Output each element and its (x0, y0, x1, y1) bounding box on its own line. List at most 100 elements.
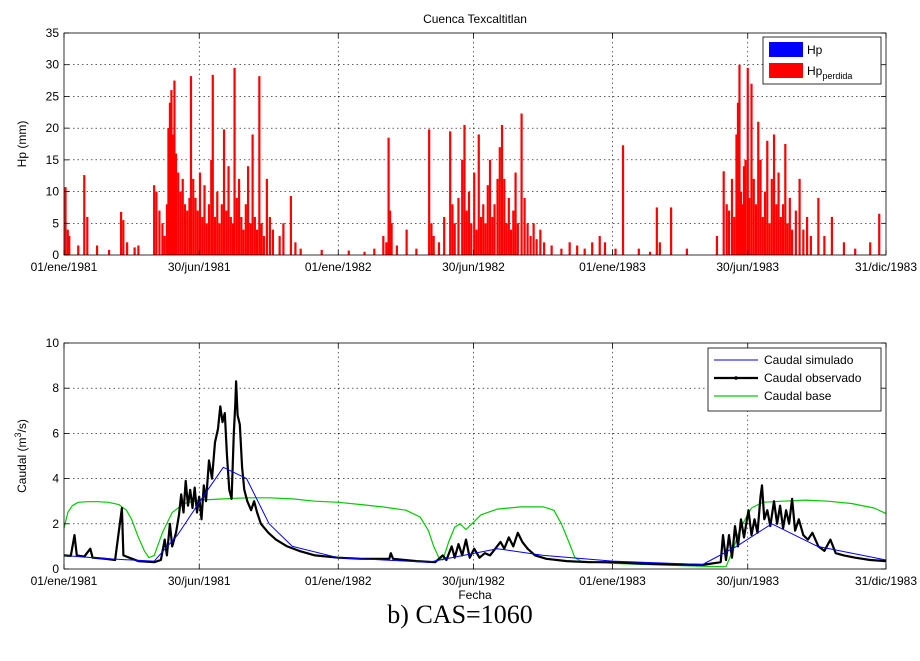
precip-bar (475, 229, 478, 255)
precip-bar (240, 216, 243, 255)
precip-bar (451, 204, 454, 255)
x-tick-label: 30/jun/1983 (716, 260, 779, 274)
precip-bar (759, 159, 762, 255)
precip-bar (781, 204, 785, 255)
precip-bar (299, 248, 302, 255)
x-tick-label: 30/jun/1982 (442, 574, 505, 588)
legend-label: Caudal simulado (764, 353, 854, 367)
precip-bar (830, 216, 834, 255)
precip-bar (64, 187, 67, 255)
precip-bar (670, 207, 673, 255)
precip-bar (823, 235, 826, 255)
x-tick-label: 01/ene/1982 (305, 574, 372, 588)
precip-bar (535, 239, 538, 255)
precip-bar (733, 216, 736, 255)
precip-bar (786, 223, 789, 255)
precip-bar (523, 197, 526, 255)
precip-bar (183, 204, 187, 255)
precip-bar (744, 159, 747, 255)
precip-bar (181, 178, 184, 255)
precip-bar (395, 245, 398, 255)
precip-bar (768, 223, 771, 255)
y-tick-label: 5 (52, 216, 59, 230)
precip-bar (637, 248, 640, 255)
precip-bar (289, 196, 293, 255)
precip-bar (68, 235, 71, 255)
x-tick-label: 01/ene/1981 (31, 574, 98, 588)
precip-bar (347, 250, 350, 255)
precip-bar (779, 216, 782, 255)
precip-bar (179, 191, 182, 255)
precip-bar (437, 242, 441, 255)
precip-bar (120, 211, 123, 255)
precip-bar (738, 64, 741, 255)
precip-bar (509, 229, 513, 255)
precip-bar (685, 248, 688, 255)
precip-bar (614, 248, 617, 255)
precip-bar (500, 124, 504, 255)
precip-bar (516, 223, 519, 255)
precip-bar (170, 90, 173, 255)
precip-bar (163, 235, 166, 255)
precip-bar (405, 229, 408, 255)
precip-bar (583, 248, 586, 255)
precip-bar (802, 229, 805, 255)
x-tick-label: 30/jun/1981 (168, 574, 231, 588)
precip-bar (539, 229, 542, 255)
caudal-base-line (63, 497, 887, 568)
precip-bar (505, 223, 508, 255)
precip-bar (560, 248, 563, 255)
x-tick-label: 30/jun/1983 (716, 574, 779, 588)
precip-bar (473, 172, 476, 255)
precip-bar (194, 197, 197, 255)
precip-bar (526, 223, 529, 255)
figure-caption: b) CAS=1060 (387, 600, 533, 629)
precip-bar (249, 223, 252, 255)
precip-bar (794, 210, 797, 255)
precip-bar (210, 159, 213, 255)
precip-bar (278, 235, 281, 255)
precip-bar (271, 229, 274, 255)
precip-bar (246, 166, 250, 255)
precip-bar (251, 134, 254, 255)
precip-bar (256, 229, 259, 255)
precip-bar (177, 172, 180, 255)
precip-bar (107, 249, 111, 255)
y-tick-label: 30 (46, 58, 60, 72)
precip-bar (174, 153, 178, 255)
precip-bar (186, 210, 189, 255)
precip-bar (167, 128, 170, 255)
precip-bar (655, 207, 658, 255)
x-tick-label: 01/ene/1983 (579, 260, 646, 274)
precip-bar (798, 178, 801, 255)
precip-bar (237, 178, 241, 255)
precip-bar (752, 178, 755, 255)
y-tick-label: 10 (46, 336, 60, 350)
precip-bar (854, 248, 857, 255)
precip-bar (268, 216, 271, 255)
precip-bar (757, 121, 760, 255)
precip-bar (493, 204, 496, 255)
precip-bar (213, 216, 217, 255)
caudal-simulado-line (63, 466, 887, 565)
precip-bar (363, 251, 366, 255)
precip-bar (477, 134, 480, 255)
precip-bar (772, 134, 776, 255)
x-tick-label: 30/jun/1981 (168, 260, 231, 274)
legend-swatch (769, 63, 803, 78)
precip-bar (784, 144, 787, 255)
y-axis-label: Caudal (m3/s) (13, 419, 29, 493)
legend-swatch (769, 42, 803, 57)
precip-bar (520, 113, 523, 255)
x-tick-label: 31/dic/1983 (855, 574, 917, 588)
precip-bar (233, 67, 236, 255)
precip-bar (432, 235, 435, 255)
x-tick-label: 01/ene/1981 (31, 260, 98, 274)
precip-bar (878, 213, 881, 255)
precip-bar (242, 229, 245, 255)
precip-bar (775, 204, 778, 255)
precip-bar (461, 159, 464, 255)
precip-bar (766, 140, 769, 255)
precip-bar (467, 191, 471, 255)
precip-bar (735, 134, 738, 255)
